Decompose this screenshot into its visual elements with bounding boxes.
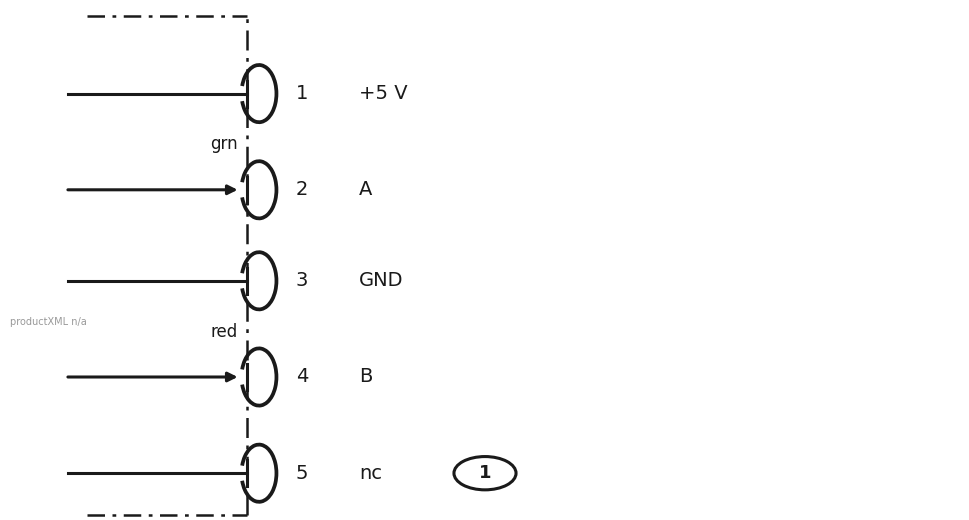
Text: GND: GND <box>359 271 403 290</box>
Text: 1: 1 <box>296 84 308 103</box>
Text: 3: 3 <box>296 271 308 290</box>
Text: 4: 4 <box>296 368 308 386</box>
Text: +5 V: +5 V <box>359 84 407 103</box>
Text: nc: nc <box>359 464 382 483</box>
Text: grn: grn <box>210 135 237 153</box>
Text: B: B <box>359 368 372 386</box>
Text: red: red <box>210 322 237 341</box>
Text: 1: 1 <box>479 464 490 482</box>
Text: 2: 2 <box>296 180 308 199</box>
Text: A: A <box>359 180 372 199</box>
Text: 5: 5 <box>296 464 308 483</box>
Text: productXML n/a: productXML n/a <box>10 317 86 328</box>
